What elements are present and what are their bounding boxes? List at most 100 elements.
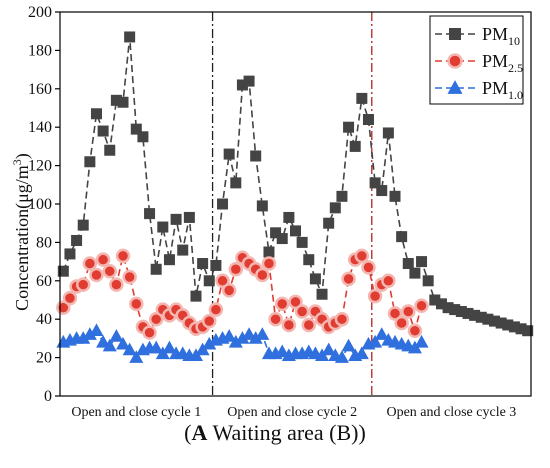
point-pm10-6 <box>89 323 104 337</box>
point-pm10-59 <box>442 302 454 314</box>
legend-box <box>429 15 524 105</box>
point-pm25-31 <box>255 267 270 283</box>
y-tick-label-140: 140 <box>28 119 52 136</box>
legend-name-pm10: PM <box>482 78 508 98</box>
point-pm10-16 <box>157 221 169 233</box>
point-pm10-60 <box>449 304 461 316</box>
legend-subscript-pm25: 2.5 <box>508 61 523 75</box>
legend-label-pm10: PM1.0 <box>482 78 523 102</box>
y-tick-label-100: 100 <box>28 196 52 213</box>
point-pm10-71 <box>522 325 534 337</box>
point-pm25-46 <box>354 248 370 264</box>
point-pm10-1 <box>57 265 69 277</box>
point-pm10-28 <box>236 79 248 91</box>
point-pm10-31 <box>256 200 268 212</box>
point-pm10-18 <box>170 213 182 225</box>
y-tick-label-80: 80 <box>36 234 52 251</box>
point-pm10-56 <box>422 275 434 287</box>
point-pm25-25 <box>215 273 230 289</box>
point-pm10-33 <box>270 227 282 239</box>
point-pm10-11 <box>124 31 136 43</box>
point-pm10-58 <box>435 298 447 310</box>
legend-subscript-pm10: 1.0 <box>508 88 523 102</box>
point-pm25-50 <box>381 273 396 289</box>
point-pm25-51 <box>387 306 403 321</box>
legend-subscript-pm10: 10 <box>508 34 520 48</box>
point-pm10-8 <box>102 338 117 352</box>
point-pm10-36 <box>290 225 301 237</box>
point-pm10-7 <box>97 125 109 137</box>
point-pm10-27 <box>228 334 243 348</box>
point-pm25-37 <box>294 304 310 319</box>
cycle-label-2: Open and close cycle 2 <box>227 405 357 420</box>
point-pm10-42 <box>329 202 341 214</box>
point-pm10-43 <box>336 190 348 202</box>
point-pm10-46 <box>356 92 368 104</box>
point-pm10-52 <box>396 231 408 243</box>
point-pm10-46 <box>354 346 369 360</box>
point-pm10-40 <box>316 288 328 300</box>
y-tick-label-20: 20 <box>36 350 52 367</box>
point-pm10-65 <box>482 313 494 325</box>
point-pm10-14 <box>144 208 156 220</box>
point-pm10-70 <box>515 323 527 335</box>
point-pm10-23 <box>203 275 215 287</box>
point-pm25-4 <box>75 277 91 292</box>
point-pm10-66 <box>489 315 501 327</box>
point-pm25-36 <box>288 294 303 310</box>
figure-caption: (A Waiting area (B)) <box>184 420 366 445</box>
point-pm10-28 <box>235 331 250 344</box>
point-pm10-55 <box>414 334 429 348</box>
point-pm10-57 <box>429 294 441 306</box>
point-pm10-11 <box>122 342 137 356</box>
point-pm10-45 <box>349 140 361 152</box>
point-pm10-41 <box>323 217 335 229</box>
y-tick-label-120: 120 <box>28 158 52 175</box>
point-pm10-26 <box>222 329 237 342</box>
point-pm10-48 <box>368 334 383 348</box>
point-pm10-25 <box>217 198 229 210</box>
point-pm10-50 <box>382 127 394 139</box>
point-pm10-64 <box>475 311 487 323</box>
point-pm10-15 <box>150 263 162 275</box>
point-pm25-53 <box>401 304 416 319</box>
point-pm25-33 <box>268 311 283 327</box>
point-pm10-43 <box>334 350 349 363</box>
point-pm10-2 <box>64 248 76 260</box>
point-pm10-32 <box>263 246 275 258</box>
point-pm10-38 <box>303 254 315 266</box>
point-pm10-30 <box>248 331 263 344</box>
point-pm10-8 <box>104 144 116 156</box>
point-pm25-2 <box>62 290 78 306</box>
point-pm10-13 <box>137 131 149 143</box>
point-pm10-44 <box>341 338 356 352</box>
point-pm10-21 <box>190 290 202 302</box>
point-pm10-20 <box>183 211 195 223</box>
point-pm10-68 <box>502 319 514 331</box>
point-pm25-9 <box>109 277 124 292</box>
point-pm10-41 <box>321 342 336 356</box>
point-pm25-7 <box>95 252 111 267</box>
point-pm25-34 <box>274 296 290 312</box>
y-tick-label-160: 160 <box>28 81 52 98</box>
point-pm10-26 <box>223 148 235 160</box>
point-pm10-12 <box>129 350 144 363</box>
point-pm10-34 <box>276 233 288 245</box>
legend-name-pm10: PM <box>482 24 508 44</box>
point-pm10-22 <box>197 258 209 270</box>
point-pm25-23 <box>202 313 217 329</box>
point-pm10-4 <box>77 219 89 231</box>
point-pm10-5 <box>84 156 96 168</box>
point-pm10-44 <box>343 121 355 133</box>
point-pm10-29 <box>242 327 257 340</box>
point-pm10-27 <box>230 177 242 189</box>
y-tick-label-0: 0 <box>44 388 52 405</box>
point-pm10-3 <box>71 234 83 246</box>
point-pm25-55 <box>414 298 429 314</box>
y-tick-label-200: 200 <box>28 4 52 21</box>
cycle-label-1: Open and close cycle 1 <box>71 405 201 420</box>
point-pm10-63 <box>469 309 481 321</box>
point-pm25-12 <box>129 296 144 312</box>
legend-label-pm25: PM2.5 <box>482 51 523 75</box>
point-pm25-14 <box>142 325 157 340</box>
